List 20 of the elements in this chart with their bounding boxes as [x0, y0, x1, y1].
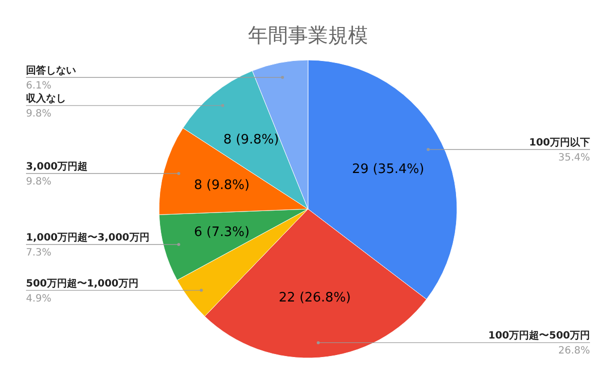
- data-label: 8 (9.8%): [194, 178, 250, 193]
- slice-label: 100万円以下: [529, 136, 590, 148]
- slice-label: 収入なし: [26, 92, 66, 105]
- text: 4.9%: [26, 293, 52, 304]
- slice-label: 1,000万円超〜3,000万円: [26, 232, 150, 244]
- text: 6.1%: [26, 80, 52, 92]
- text: 35.4%: [558, 152, 590, 164]
- data-label: 29 (35.4%): [352, 162, 424, 177]
- text: 7.3%: [26, 248, 52, 259]
- text: 9.8%: [26, 176, 52, 188]
- slice-label: 3,000万円超: [26, 160, 88, 172]
- slice-label: 回答しない: [26, 64, 76, 76]
- data-label: 8 (9.8%): [223, 132, 279, 148]
- slice-label: 100万円超〜500万円: [488, 330, 590, 342]
- text: 26.8%: [558, 346, 590, 357]
- data-label: 6 (7.3%): [194, 225, 250, 240]
- slice-label: 500万円超〜1,000万円: [26, 277, 139, 290]
- data-label: 22 (26.8%): [278, 290, 351, 306]
- text: 9.8%: [26, 108, 52, 120]
- chart-title: 年間事業規模: [248, 23, 368, 47]
